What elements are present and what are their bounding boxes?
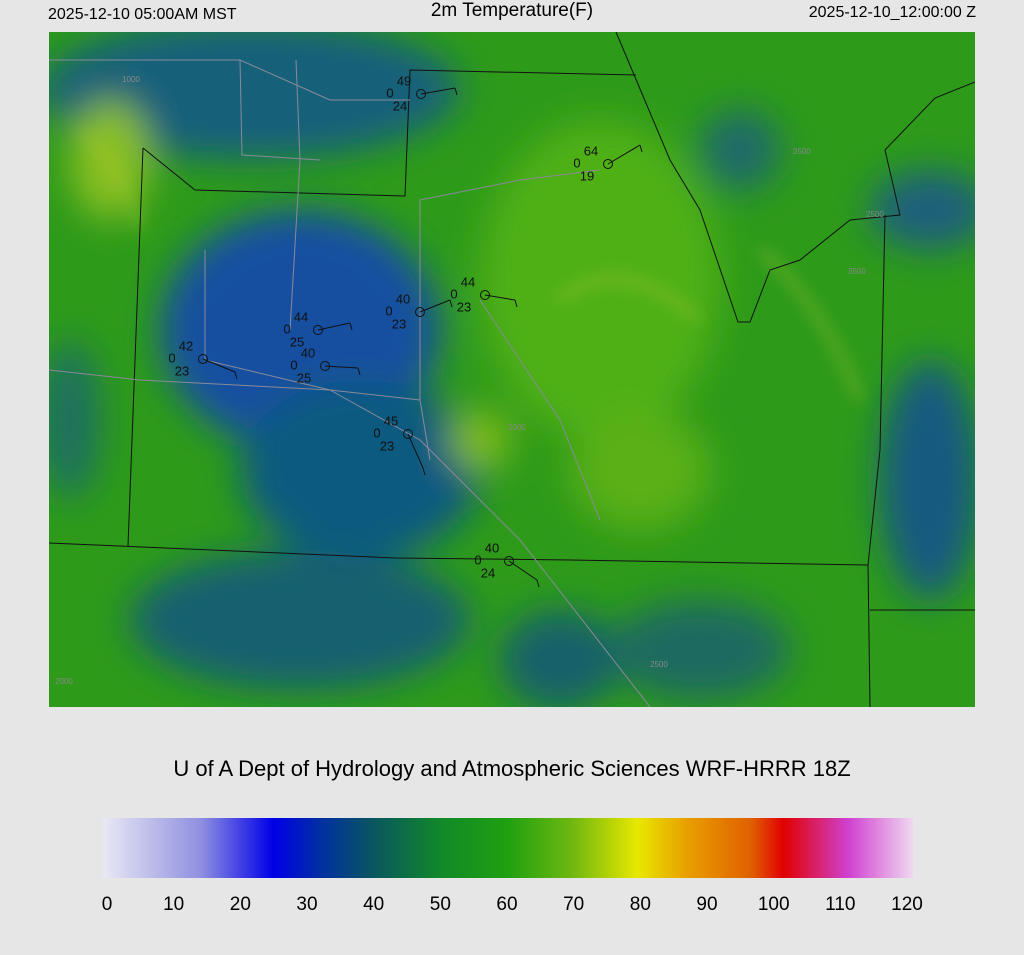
station-circle xyxy=(416,89,426,99)
wind-barb-feather xyxy=(454,87,458,96)
color-bar xyxy=(103,818,913,878)
color-bar-tick-label: 10 xyxy=(163,894,184,915)
station-circle xyxy=(198,354,208,364)
station-pressure: 0 xyxy=(450,286,457,301)
color-bar-tick-label: 120 xyxy=(891,894,923,915)
valid-time-utc: 2025-12-10_12:00:00 Z xyxy=(809,4,976,21)
station-circle xyxy=(320,361,330,371)
wind-barb-feather xyxy=(422,467,426,476)
station-dewpoint: 23 xyxy=(392,316,406,331)
station-pressure: 0 xyxy=(386,85,393,100)
wind-barb xyxy=(607,144,641,165)
wind-barb xyxy=(508,560,538,581)
color-bar-tick-label: 100 xyxy=(758,894,790,915)
color-bar-tick-label: 40 xyxy=(363,894,384,915)
wind-barb-feather xyxy=(514,299,518,308)
contour-label: 2500 xyxy=(866,210,884,219)
station-plots: 4902464019440234002344025400254202345023… xyxy=(168,73,643,588)
station-dewpoint: 23 xyxy=(175,363,189,378)
station-circle xyxy=(603,159,613,169)
wind-barb-feather xyxy=(357,367,361,376)
color-bar-tick-label: 50 xyxy=(430,894,451,915)
station-pressure: 0 xyxy=(573,155,580,170)
station-pressure: 0 xyxy=(385,303,392,318)
model-credit: U of A Dept of Hydrology and Atmospheric… xyxy=(173,756,850,781)
valid-time-local: 2025-12-10 05:00AM MST xyxy=(48,6,237,23)
station-pressure: 0 xyxy=(373,425,380,440)
station-dewpoint: 25 xyxy=(297,370,311,385)
wind-barb xyxy=(317,322,351,331)
station-temperature: 64 xyxy=(584,143,598,158)
station-pressure: 0 xyxy=(290,357,297,372)
wind-barb-feather xyxy=(536,579,540,588)
station-temperature: 40 xyxy=(396,291,410,306)
station-circle xyxy=(504,556,514,566)
station-dewpoint: 23 xyxy=(457,299,471,314)
wind-barb-feather xyxy=(234,371,238,380)
temperature-field xyxy=(49,32,975,707)
wind-barb xyxy=(484,294,516,301)
color-bar-tick-label: 110 xyxy=(825,894,855,915)
station-temperature: 40 xyxy=(301,345,315,360)
station-pressure: 0 xyxy=(283,321,290,336)
color-bar-tick-label: 0 xyxy=(102,894,113,915)
color-bar-tick-label: 60 xyxy=(496,894,517,915)
color-bar-tick-label: 70 xyxy=(563,894,584,915)
station-dewpoint: 24 xyxy=(393,98,407,113)
station-dewpoint: 23 xyxy=(380,438,394,453)
station-temperature: 42 xyxy=(179,338,193,353)
contour-label: 2000 xyxy=(55,677,73,686)
station-circle xyxy=(403,429,413,439)
wind-barb-feather xyxy=(449,299,453,308)
station-circle xyxy=(415,307,425,317)
contour-label: 3500 xyxy=(793,147,811,156)
contour-label: 3500 xyxy=(848,267,866,276)
station-circle xyxy=(313,325,323,335)
color-bar-tick-label: 80 xyxy=(630,894,651,915)
station-temperature: 40 xyxy=(485,540,499,555)
wind-barb xyxy=(324,365,359,369)
map-title: 2m Temperature(F) xyxy=(431,0,593,21)
wind-barb-feather xyxy=(639,144,643,153)
wind-barb xyxy=(407,433,424,469)
station-pressure: 0 xyxy=(168,350,175,365)
station-dewpoint: 24 xyxy=(481,565,495,580)
station-temperature: 44 xyxy=(294,309,308,324)
color-bar-tick-label: 20 xyxy=(230,894,251,915)
station-pressure: 0 xyxy=(474,552,481,567)
station-dewpoint: 19 xyxy=(580,168,594,183)
wind-barb xyxy=(420,87,456,95)
station-temperature: 49 xyxy=(397,73,411,88)
station-circle xyxy=(480,290,490,300)
station-temperature: 44 xyxy=(461,274,475,289)
contour-label: 2500 xyxy=(650,660,668,669)
contour-label: 2000 xyxy=(508,423,526,432)
color-bar-tick-label: 90 xyxy=(696,894,717,915)
color-bar-tick-label: 30 xyxy=(296,894,317,915)
color-bar-ticks: 0 10 20 30 40 50 60 70 80 90 100 110 120 xyxy=(102,878,923,915)
station-temperature: 45 xyxy=(384,413,398,428)
wind-barb xyxy=(202,358,236,373)
contour-label: 1000 xyxy=(122,75,140,84)
wind-barb-feather xyxy=(349,322,353,331)
station-dewpoint: 25 xyxy=(290,334,304,349)
wind-barb xyxy=(419,299,451,313)
